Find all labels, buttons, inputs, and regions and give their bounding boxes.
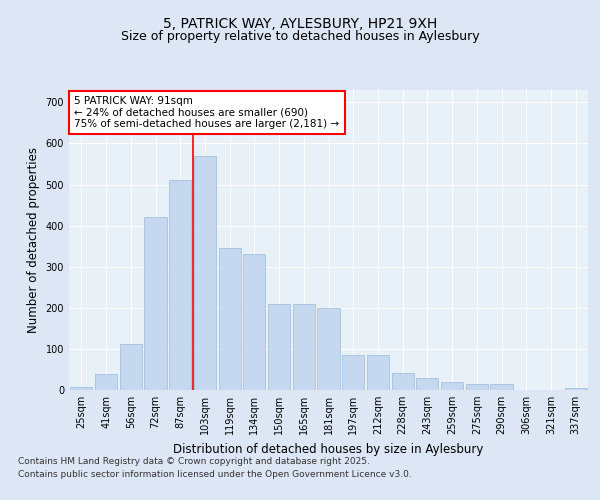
Text: Contains HM Land Registry data © Crown copyright and database right 2025.: Contains HM Land Registry data © Crown c… [18, 458, 370, 466]
Bar [119, 344, 142, 390]
Bar [317, 308, 340, 390]
Bar [293, 304, 315, 390]
Bar [145, 218, 167, 390]
Bar [268, 304, 290, 390]
Bar [194, 156, 216, 390]
Bar [243, 254, 265, 390]
Bar [367, 355, 389, 390]
Bar [466, 384, 488, 390]
Y-axis label: Number of detached properties: Number of detached properties [27, 147, 40, 333]
Bar [441, 382, 463, 390]
Bar [416, 378, 439, 390]
Bar [95, 374, 117, 390]
Bar [490, 384, 512, 390]
Bar [392, 372, 414, 390]
Text: 5, PATRICK WAY, AYLESBURY, HP21 9XH: 5, PATRICK WAY, AYLESBURY, HP21 9XH [163, 18, 437, 32]
Bar [169, 180, 191, 390]
Text: Contains public sector information licensed under the Open Government Licence v3: Contains public sector information licen… [18, 470, 412, 479]
Text: 5 PATRICK WAY: 91sqm
← 24% of detached houses are smaller (690)
75% of semi-deta: 5 PATRICK WAY: 91sqm ← 24% of detached h… [74, 96, 340, 129]
Bar [565, 388, 587, 390]
Text: Size of property relative to detached houses in Aylesbury: Size of property relative to detached ho… [121, 30, 479, 43]
Bar [70, 386, 92, 390]
Bar [218, 248, 241, 390]
Bar [342, 355, 364, 390]
X-axis label: Distribution of detached houses by size in Aylesbury: Distribution of detached houses by size … [173, 442, 484, 456]
